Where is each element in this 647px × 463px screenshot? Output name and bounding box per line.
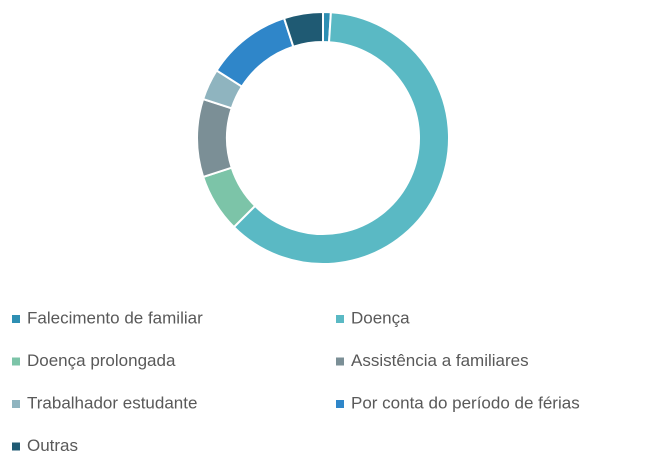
legend-swatch [336, 400, 344, 408]
legend-label: Assistência a familiares [351, 351, 529, 370]
legend-label: Por conta do período de férias [351, 393, 580, 412]
donut-segment [282, 10, 324, 48]
legend-swatch [12, 315, 20, 323]
donut-segment [215, 16, 295, 88]
legend-label: Falecimento de familiar [27, 308, 203, 327]
donut-segment [196, 97, 233, 179]
legend-swatch [12, 442, 20, 451]
legend-swatch [336, 315, 344, 323]
legend-label: Outras [27, 436, 78, 455]
legend-label: Trabalhador estudante [27, 393, 197, 412]
legend-label: Doença prolongada [27, 351, 176, 370]
legend-swatch [12, 400, 20, 408]
legend-label: Doença [351, 308, 410, 327]
legend-swatch [336, 357, 344, 366]
legend-swatch [12, 357, 20, 366]
donut-segment [232, 11, 450, 265]
